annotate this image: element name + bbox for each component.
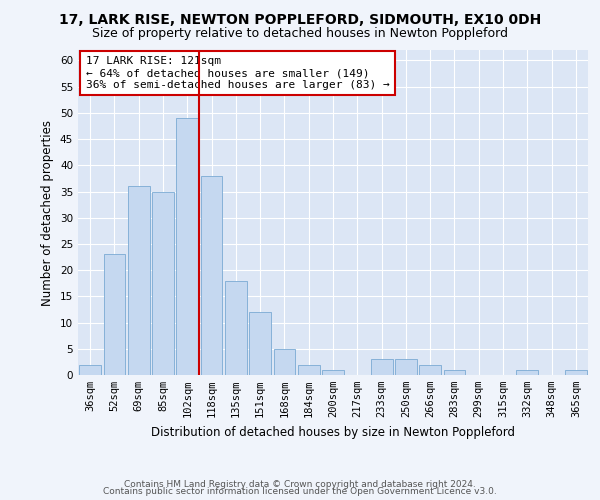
Bar: [395, 360, 417, 375]
Bar: [128, 186, 149, 375]
Y-axis label: Number of detached properties: Number of detached properties: [41, 120, 55, 306]
Text: Size of property relative to detached houses in Newton Poppleford: Size of property relative to detached ho…: [92, 28, 508, 40]
Bar: [371, 360, 392, 375]
Text: 17, LARK RISE, NEWTON POPPLEFORD, SIDMOUTH, EX10 0DH: 17, LARK RISE, NEWTON POPPLEFORD, SIDMOU…: [59, 12, 541, 26]
Bar: [274, 349, 295, 375]
Bar: [565, 370, 587, 375]
Bar: [200, 176, 223, 375]
Bar: [79, 364, 101, 375]
Text: Contains HM Land Registry data © Crown copyright and database right 2024.: Contains HM Land Registry data © Crown c…: [124, 480, 476, 489]
Bar: [419, 364, 441, 375]
X-axis label: Distribution of detached houses by size in Newton Poppleford: Distribution of detached houses by size …: [151, 426, 515, 438]
Bar: [176, 118, 198, 375]
Bar: [322, 370, 344, 375]
Bar: [225, 280, 247, 375]
Text: 17 LARK RISE: 121sqm
← 64% of detached houses are smaller (149)
36% of semi-deta: 17 LARK RISE: 121sqm ← 64% of detached h…: [86, 56, 389, 90]
Bar: [104, 254, 125, 375]
Bar: [443, 370, 466, 375]
Bar: [249, 312, 271, 375]
Bar: [517, 370, 538, 375]
Bar: [152, 192, 174, 375]
Text: Contains public sector information licensed under the Open Government Licence v3: Contains public sector information licen…: [103, 487, 497, 496]
Bar: [298, 364, 320, 375]
